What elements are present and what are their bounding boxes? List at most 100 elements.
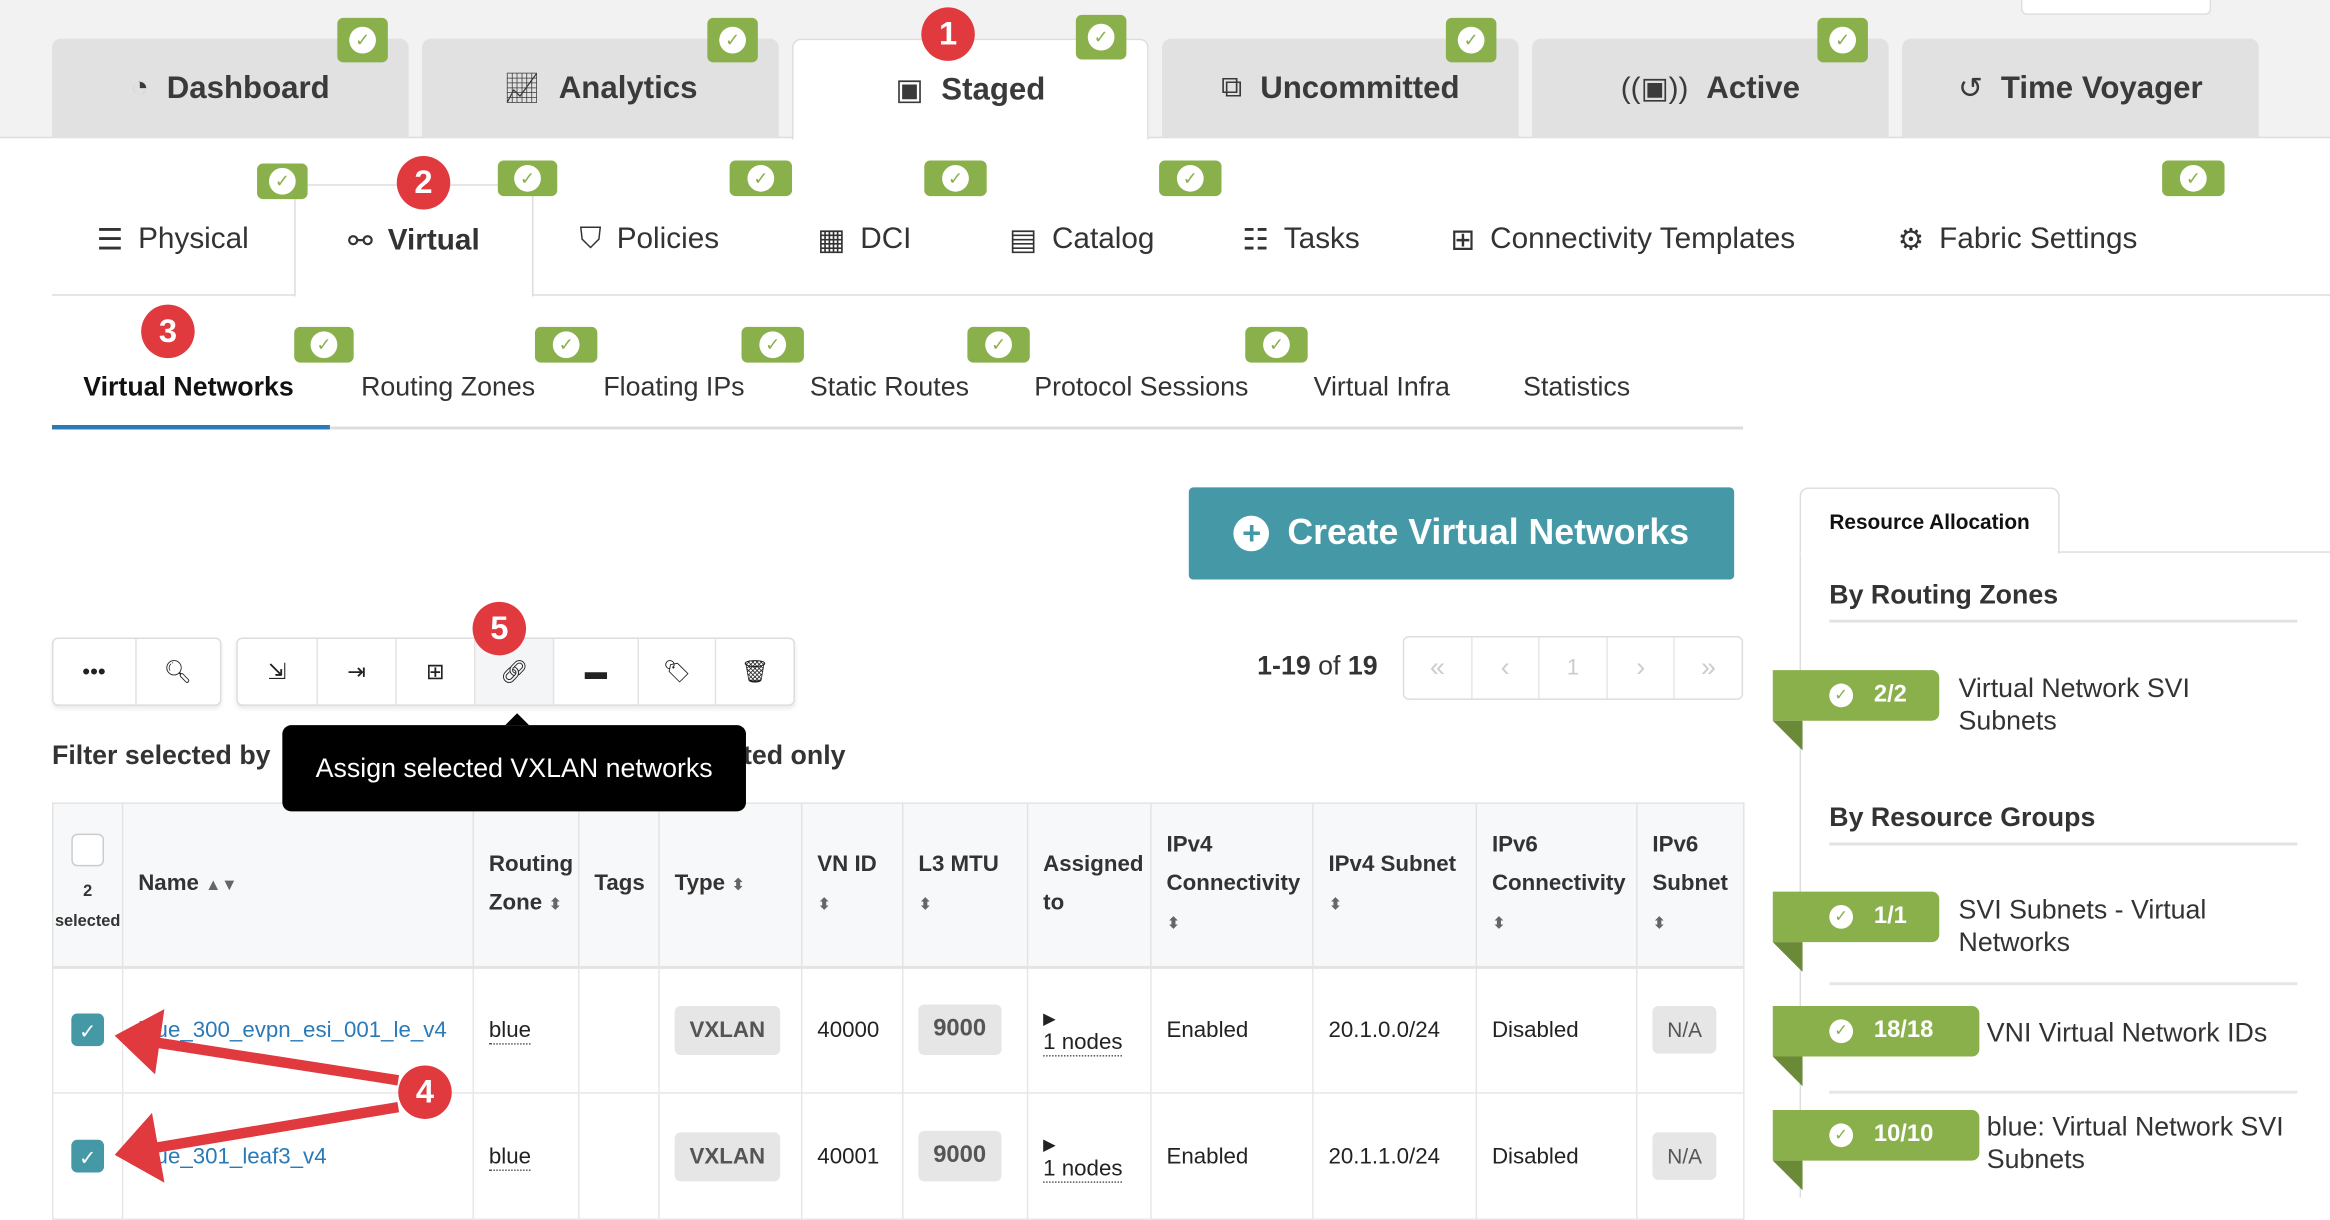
sort-icon: ⬍ xyxy=(1491,915,1506,933)
arrow-line xyxy=(140,1101,400,1156)
tag-icon[interactable]: 🏷︎ xyxy=(639,638,717,705)
sort-icon: ▲▼ xyxy=(205,876,238,895)
header-l3-mtu[interactable]: L3 MTU ⬍ xyxy=(902,802,1029,969)
arrowhead xyxy=(114,1009,165,1075)
tab-resource-allocation[interactable]: Resource Allocation xyxy=(1799,487,2060,555)
more-icon[interactable]: ••• xyxy=(53,638,136,705)
check-circle-icon: ✓ xyxy=(1829,683,1854,708)
check-badge-icon: ✓ xyxy=(1075,14,1127,60)
tab-fabric-settings[interactable]: ⚙ Fabric Settings xyxy=(1897,222,2138,258)
header-vn-id[interactable]: VN ID ⬍ xyxy=(800,802,904,969)
assigned-nodes-link[interactable]: 1 nodes xyxy=(1043,1030,1123,1057)
ipv6-subnet-badge: N/A xyxy=(1652,1132,1717,1180)
allocation-badge: ✓ 10/10 xyxy=(1772,1110,1980,1191)
active-icon: ((▣)) xyxy=(1620,72,1689,106)
tab-physical[interactable]: ☰ Physical xyxy=(96,222,249,258)
tab-connectivity-templates[interactable]: ⊞ Connectivity Templates xyxy=(1450,222,1796,258)
filter-selected-only[interactable]: ted only xyxy=(743,740,846,770)
tab-tasks[interactable]: ☷ Tasks xyxy=(1242,222,1360,258)
dci-icon: ▦ xyxy=(817,224,846,258)
tab-floating-ips[interactable]: Floating IPs xyxy=(603,371,745,402)
header-ipv4-connectivity[interactable]: IPv4 Connectivity ⬍ xyxy=(1150,802,1314,969)
tab-static-routes[interactable]: Static Routes xyxy=(809,371,969,402)
sort-icon: ⬍ xyxy=(1652,915,1667,933)
check-circle-icon: ✓ xyxy=(1829,1019,1854,1044)
check-badge-icon: ✓ xyxy=(1245,326,1308,363)
expand-caret-icon[interactable]: ▶ xyxy=(1043,1136,1056,1155)
hierarchy-icon[interactable]: ⊞ xyxy=(397,638,476,705)
check-badge-icon: ✓ xyxy=(1445,17,1497,63)
search-icon[interactable]: 🔍︎ xyxy=(163,659,193,686)
tab-dci[interactable]: ▦ DCI xyxy=(817,222,912,258)
hierarchy-icon: ⊞ xyxy=(1450,224,1476,258)
trash-icon[interactable]: 🗑︎ xyxy=(740,659,770,686)
header-ipv4-subnet[interactable]: IPv4 Subnet ⬍ xyxy=(1312,802,1478,969)
allocation-badge: ✓ 18/18 xyxy=(1772,1006,1980,1087)
import-icon[interactable]: ⇲ xyxy=(238,638,319,705)
allocation-label: VNI Virtual Network IDs xyxy=(1986,1017,2268,1048)
header-ipv6-subnet[interactable]: IPv6 Subnet ⬍ xyxy=(1636,802,1745,969)
list-icon: ☷ xyxy=(1242,224,1269,258)
routing-zone-link[interactable]: blue xyxy=(488,1017,532,1045)
tab-virtual-infra[interactable]: Virtual Infra xyxy=(1313,371,1450,402)
toolbar-actions: ⇲ ⇥ ⊞ 🔗︎ ▬ 🏷︎ 🗑︎ xyxy=(236,637,796,706)
tab-dashboard[interactable]: ◔ Dashboard xyxy=(52,38,409,139)
tab-routing-zones[interactable]: Routing Zones xyxy=(361,371,536,402)
routing-zone-link[interactable]: blue xyxy=(488,1143,532,1171)
resource-allocation-panel xyxy=(1799,551,2330,1198)
allocation-badge: ✓ 1/1 xyxy=(1772,891,1940,972)
table-row: ✓ blue_300_evpn_esi_001_le_v4 blue VXLAN… xyxy=(52,965,1745,1094)
toolbar-left: ••• 🔍︎ xyxy=(52,637,222,706)
pagination-summary: 1-19 of 19 xyxy=(1257,650,1378,681)
row-checkbox[interactable]: ✓ xyxy=(71,1013,105,1047)
divider xyxy=(1829,1090,2298,1094)
tab-statistics[interactable]: Statistics xyxy=(1523,371,1631,402)
line-chart-icon: 📈︎ xyxy=(503,72,541,106)
annotation-5: 5 xyxy=(472,601,527,656)
first-page-button[interactable]: « xyxy=(1404,637,1473,699)
tab-time-voyager[interactable]: ↺ Time Voyager xyxy=(1902,38,2259,139)
create-virtual-networks-button[interactable]: + Create Virtual Networks xyxy=(1188,487,1735,580)
allocation-badge: ✓ 2/2 xyxy=(1772,670,1940,751)
pagination: « ‹ 1 › » xyxy=(1402,636,1744,700)
vn-id-cell: 40000 xyxy=(800,965,904,1094)
tab-catalog[interactable]: ▤ Catalog xyxy=(1008,222,1155,258)
check-badge-icon: ✓ xyxy=(497,160,558,197)
last-page-button[interactable]: » xyxy=(1700,652,1716,683)
prev-page-button[interactable]: ‹ xyxy=(1472,637,1540,699)
header-type[interactable]: Type ⬍ xyxy=(658,802,803,969)
header-name[interactable]: Name ▲▼ xyxy=(121,802,475,969)
vn-name-link[interactable]: blue_300_evpn_esi_001_le_v4 xyxy=(138,1017,447,1043)
assigned-nodes-link[interactable]: 1 nodes xyxy=(1043,1156,1123,1183)
ipv6-subnet-badge: N/A xyxy=(1652,1006,1717,1054)
row-checkbox[interactable]: ✓ xyxy=(71,1139,105,1173)
sub-nav xyxy=(52,184,2330,296)
check-badge-icon: ✓ xyxy=(534,326,598,363)
tab-policies[interactable]: ⛉ Policies xyxy=(579,222,720,256)
sort-icon: ⬍ xyxy=(731,876,745,895)
history-icon: ↺ xyxy=(1958,72,1984,106)
plus-circle-icon: + xyxy=(1233,515,1270,552)
tab-protocol-sessions[interactable]: Protocol Sessions xyxy=(1034,371,1249,402)
gauge-icon: ◔ xyxy=(130,71,149,105)
header-routing-zone[interactable]: Routing Zone ⬍ xyxy=(472,802,580,969)
top-right-control[interactable] xyxy=(2020,0,2212,15)
tab-active[interactable]: ((▣)) Active xyxy=(1532,38,1889,139)
page-number[interactable]: 1 xyxy=(1540,637,1608,699)
next-page-button[interactable]: › xyxy=(1608,637,1676,699)
tab-analytics[interactable]: 📈︎ Analytics xyxy=(422,38,779,139)
tab-virtual-networks[interactable]: Virtual Networks xyxy=(83,371,294,402)
export-icon[interactable]: ⇥ xyxy=(318,638,397,705)
type-badge: VXLAN xyxy=(674,1131,780,1181)
expand-caret-icon[interactable]: ▶ xyxy=(1043,1010,1056,1029)
filter-label: Filter selected by xyxy=(52,740,271,770)
sort-icon: ⬍ xyxy=(817,895,831,914)
select-all-checkbox[interactable] xyxy=(71,833,105,866)
check-circle-icon: ✓ xyxy=(1829,904,1854,929)
check-badge-icon: ✓ xyxy=(967,326,1030,363)
check-badge-icon: ✓ xyxy=(2162,160,2225,197)
mtu-badge: 9000 xyxy=(918,1004,1001,1056)
header-ipv6-connectivity[interactable]: IPv6 Connectivity ⬍ xyxy=(1475,802,1638,969)
switch-icon[interactable]: ▬ xyxy=(554,638,639,705)
